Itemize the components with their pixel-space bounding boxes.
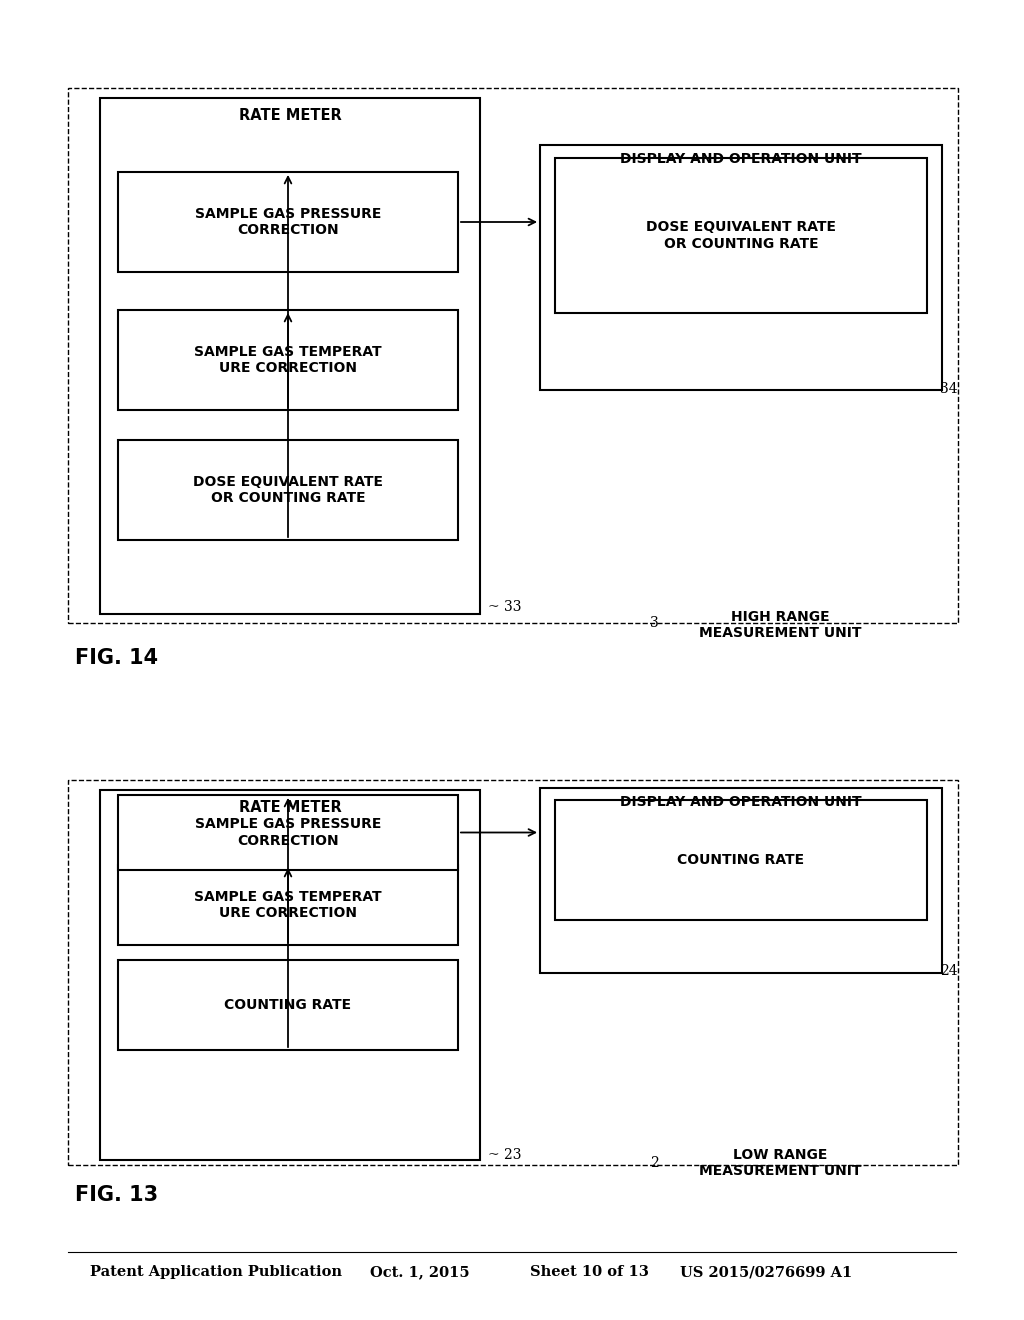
Text: HIGH RANGE
MEASUREMENT UNIT: HIGH RANGE MEASUREMENT UNIT — [698, 610, 861, 640]
Text: COUNTING RATE: COUNTING RATE — [224, 998, 351, 1012]
Bar — [118, 795, 458, 870]
Text: 24: 24 — [940, 964, 957, 978]
Text: 3: 3 — [650, 616, 658, 630]
Bar — [118, 310, 458, 411]
Bar — [118, 960, 458, 1049]
Text: SAMPLE GAS TEMPERAT
URE CORRECTION: SAMPLE GAS TEMPERAT URE CORRECTION — [195, 890, 382, 920]
Text: Sheet 10 of 13: Sheet 10 of 13 — [530, 1265, 649, 1279]
Text: DOSE EQUIVALENT RATE
OR COUNTING RATE: DOSE EQUIVALENT RATE OR COUNTING RATE — [193, 475, 383, 506]
Text: DISPLAY AND OPERATION UNIT: DISPLAY AND OPERATION UNIT — [621, 152, 862, 166]
Text: SAMPLE GAS PRESSURE
CORRECTION: SAMPLE GAS PRESSURE CORRECTION — [195, 207, 381, 238]
Text: DOSE EQUIVALENT RATE
OR COUNTING RATE: DOSE EQUIVALENT RATE OR COUNTING RATE — [646, 220, 836, 251]
Text: 2: 2 — [650, 1156, 658, 1170]
Bar — [118, 172, 458, 272]
Text: RATE METER: RATE METER — [239, 108, 341, 124]
Text: LOW RANGE
MEASUREMENT UNIT: LOW RANGE MEASUREMENT UNIT — [698, 1148, 861, 1179]
Bar — [555, 800, 927, 920]
Text: SAMPLE GAS TEMPERAT
URE CORRECTION: SAMPLE GAS TEMPERAT URE CORRECTION — [195, 345, 382, 375]
Bar — [555, 158, 927, 313]
Text: ~ 33: ~ 33 — [488, 601, 521, 614]
Text: SAMPLE GAS PRESSURE
CORRECTION: SAMPLE GAS PRESSURE CORRECTION — [195, 817, 381, 847]
Text: RATE METER: RATE METER — [239, 800, 341, 816]
Text: Patent Application Publication: Patent Application Publication — [90, 1265, 342, 1279]
Text: FIG. 13: FIG. 13 — [75, 1185, 158, 1205]
Text: US 2015/0276699 A1: US 2015/0276699 A1 — [680, 1265, 852, 1279]
Text: COUNTING RATE: COUNTING RATE — [678, 853, 805, 867]
Text: ~ 23: ~ 23 — [488, 1148, 521, 1162]
Bar — [118, 440, 458, 540]
Bar — [118, 865, 458, 945]
Bar — [68, 780, 958, 1166]
Text: FIG. 14: FIG. 14 — [75, 648, 158, 668]
Bar — [100, 98, 480, 614]
Text: 34: 34 — [940, 381, 957, 396]
Bar — [68, 88, 958, 623]
Bar — [540, 145, 942, 389]
Bar — [100, 789, 480, 1160]
Bar — [540, 788, 942, 973]
Text: Oct. 1, 2015: Oct. 1, 2015 — [370, 1265, 470, 1279]
Text: DISPLAY AND OPERATION UNIT: DISPLAY AND OPERATION UNIT — [621, 795, 862, 809]
